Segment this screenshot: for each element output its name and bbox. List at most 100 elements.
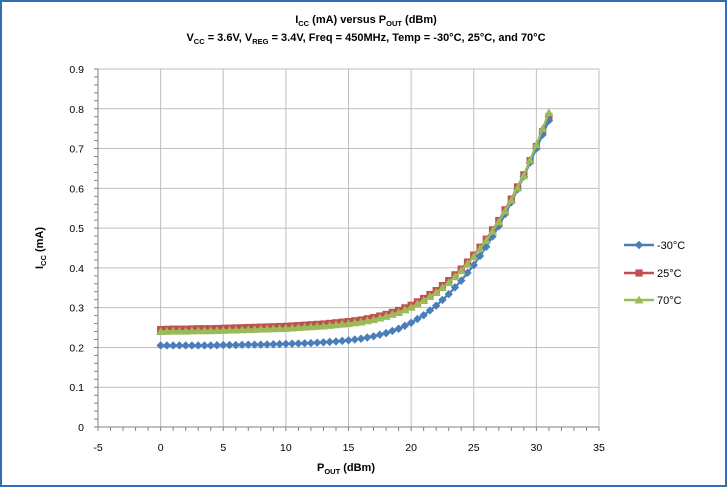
data-point [193, 326, 203, 335]
data-point [174, 326, 184, 335]
legend-item: -30°C [624, 240, 685, 252]
chart-title-line-1: ICC (mA) versus POUT (dBm) [295, 14, 437, 28]
data-point [300, 339, 309, 348]
data-point [319, 338, 328, 347]
title-line-2-text: V [186, 32, 194, 44]
y-tick-label: 0.3 [69, 303, 84, 315]
data-point [312, 321, 322, 330]
data-point [437, 283, 447, 292]
data-point [400, 321, 410, 330]
data-point [168, 326, 178, 335]
data-point [350, 335, 359, 344]
data-point [381, 328, 391, 338]
data-point [287, 323, 297, 332]
data-point [162, 326, 172, 335]
plot-series [156, 108, 554, 350]
x-tick-label: 35 [593, 442, 605, 454]
data-point [538, 130, 547, 139]
chart-titles: ICC (mA) versus POUT (dBm) VCC = 3.6V, V… [34, 14, 546, 476]
legend-item: 25°C [624, 268, 682, 280]
data-point [256, 340, 266, 349]
data-point [250, 324, 260, 333]
x-tick-label: 5 [220, 442, 226, 454]
y-tick-label: 0.5 [69, 223, 84, 235]
data-point [218, 325, 228, 334]
x-axis-label-text: P [317, 462, 324, 474]
data-point [431, 301, 441, 310]
legend-label: 25°C [657, 268, 682, 280]
data-point [488, 226, 498, 235]
data-point [506, 195, 516, 204]
x-tick-label: -5 [93, 442, 102, 454]
data-point [219, 340, 228, 350]
data-point [525, 155, 535, 164]
data-point [431, 288, 441, 297]
data-point [206, 341, 215, 350]
gridlines [97, 68, 600, 428]
y-tick-label: 0.4 [69, 263, 84, 275]
x-tick-label: 30 [531, 442, 543, 454]
data-point [419, 296, 429, 305]
data-point [494, 217, 504, 226]
y-tick-label: 0.6 [69, 183, 84, 195]
legend: -30°C 25°C 70°C [624, 240, 685, 307]
x-axis-label: POUT (dBm) [317, 462, 375, 476]
data-point [269, 340, 278, 349]
y-axis-label: ICC (mA) [34, 227, 48, 269]
data-point [444, 289, 453, 299]
data-point [356, 334, 366, 343]
legend-label: -30°C [657, 240, 685, 252]
x-tick-label: 25 [468, 442, 480, 454]
data-point [212, 326, 222, 335]
data-point [394, 324, 403, 333]
data-point [350, 318, 360, 327]
data-point [331, 337, 341, 346]
series-line [160, 112, 550, 333]
data-point [194, 341, 203, 350]
title-line-2-subscript: CC [194, 37, 205, 46]
y-axis-label-subscript: CC [39, 255, 48, 266]
data-point [268, 324, 278, 333]
data-point [306, 338, 316, 348]
data-point [531, 140, 541, 149]
x-axis-label-subscript: OUT [324, 467, 340, 476]
data-point [337, 319, 347, 328]
title-line-2-text: = 3.6V, V [205, 32, 253, 44]
data-point [538, 124, 548, 133]
series-triangle [156, 108, 554, 336]
legend-marker [635, 269, 643, 277]
x-tick-label: 20 [405, 442, 417, 454]
legend-item: 70°C [624, 295, 682, 307]
data-point [262, 340, 272, 349]
title-line-1-text: I [295, 14, 298, 26]
data-point [237, 340, 247, 350]
data-point [293, 323, 303, 332]
data-point [181, 326, 191, 335]
data-point [450, 272, 460, 281]
data-point [406, 302, 416, 311]
data-point [244, 340, 253, 349]
data-point [456, 266, 466, 275]
data-point [425, 292, 435, 301]
data-point [275, 339, 284, 349]
data-point [500, 206, 510, 215]
data-point [175, 341, 184, 350]
title-line-1-text: (dBm) [402, 14, 437, 26]
data-point [462, 259, 472, 268]
y-tick-label: 0.1 [69, 382, 84, 394]
data-point [225, 340, 234, 350]
data-point [300, 322, 310, 331]
data-point [168, 341, 178, 350]
data-point [519, 171, 529, 180]
data-point [231, 340, 240, 350]
data-point [375, 330, 385, 339]
data-point [306, 322, 316, 331]
y-tick-label: 0.9 [69, 64, 84, 76]
data-point [544, 108, 554, 117]
data-point [388, 326, 397, 336]
data-point [412, 299, 422, 308]
data-point [237, 325, 247, 334]
data-point [457, 276, 466, 285]
